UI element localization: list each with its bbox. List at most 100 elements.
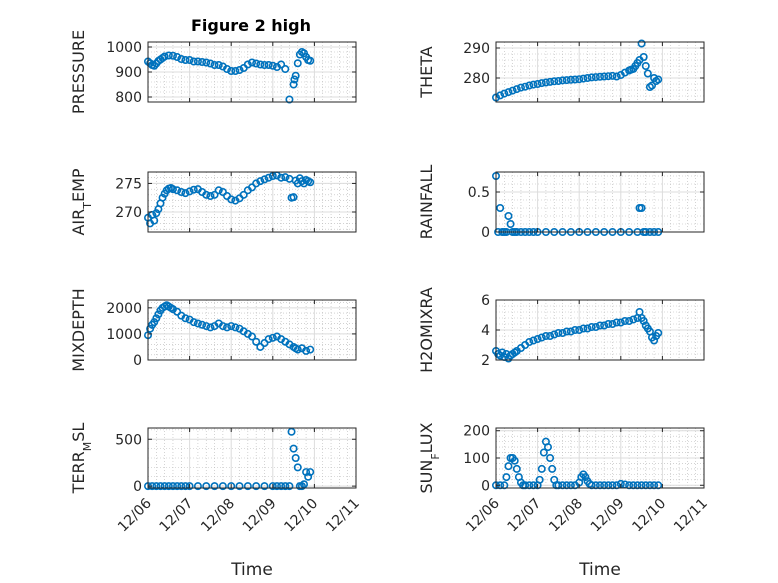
y-tick-label: 275 bbox=[115, 176, 142, 192]
data-point bbox=[264, 60, 273, 69]
data-point bbox=[504, 88, 513, 97]
data-point bbox=[508, 86, 517, 95]
y-axis-label-part: AIR bbox=[69, 209, 88, 236]
data-point bbox=[214, 186, 223, 195]
x-tick-label: 12/07 bbox=[505, 496, 545, 536]
data-point bbox=[306, 468, 315, 477]
y-axis-label-subscript: F bbox=[429, 453, 442, 459]
data-point bbox=[202, 58, 211, 67]
data-point bbox=[620, 316, 629, 325]
data-point bbox=[173, 482, 182, 491]
data-point bbox=[227, 195, 236, 204]
data-point bbox=[554, 328, 563, 337]
data-point bbox=[289, 193, 298, 202]
axes-box bbox=[495, 171, 705, 233]
data-point bbox=[202, 482, 211, 491]
data-point bbox=[629, 315, 638, 324]
y-axis-label: THETA bbox=[417, 46, 436, 98]
x-axis-label: Time bbox=[230, 560, 273, 580]
data-point bbox=[260, 482, 269, 491]
y-tick-label: 100 bbox=[463, 451, 490, 467]
data-point bbox=[146, 324, 155, 333]
data-point bbox=[571, 75, 580, 84]
data-point bbox=[227, 482, 236, 491]
data-point bbox=[595, 321, 604, 330]
data-point bbox=[575, 75, 584, 84]
data-point bbox=[543, 443, 552, 452]
data-point bbox=[164, 482, 173, 491]
data-point bbox=[306, 178, 315, 187]
data-point bbox=[306, 345, 315, 354]
data-point bbox=[647, 81, 656, 90]
data-point bbox=[291, 453, 300, 462]
data-point bbox=[512, 85, 521, 94]
data-point bbox=[231, 67, 240, 76]
data-point bbox=[260, 175, 269, 184]
data-point bbox=[256, 60, 265, 69]
data-point bbox=[558, 328, 567, 337]
y-tick-label: 1000 bbox=[106, 327, 142, 343]
x-axis-label: Time bbox=[578, 560, 621, 580]
data-point bbox=[533, 334, 542, 343]
data-point bbox=[239, 190, 248, 199]
data-point bbox=[506, 220, 515, 229]
data-point bbox=[587, 73, 596, 82]
x-tick-label: 12/11 bbox=[671, 496, 711, 536]
data-point bbox=[248, 58, 257, 67]
data-point bbox=[306, 56, 315, 65]
data-point bbox=[264, 335, 273, 344]
axes-box bbox=[147, 299, 357, 361]
data-point bbox=[193, 319, 202, 328]
data-point bbox=[562, 76, 571, 85]
data-point bbox=[498, 348, 507, 357]
y-tick-label: 800 bbox=[115, 90, 142, 106]
data-point bbox=[210, 190, 219, 199]
data-point bbox=[546, 77, 555, 86]
data-point bbox=[620, 68, 629, 77]
data-point bbox=[152, 482, 161, 491]
data-point bbox=[152, 209, 161, 218]
data-point bbox=[264, 173, 273, 182]
subplot-1: 800 900 1000 PRESSURE bbox=[69, 30, 357, 114]
data-point bbox=[525, 337, 534, 346]
data-point bbox=[256, 177, 265, 186]
data-point bbox=[223, 65, 232, 74]
data-point bbox=[277, 173, 286, 182]
data-point bbox=[193, 57, 202, 66]
data-point bbox=[227, 67, 236, 76]
data-point bbox=[287, 427, 296, 436]
y-tick-label: 6 bbox=[481, 293, 490, 309]
y-tick-label: 280 bbox=[463, 71, 490, 87]
data-point bbox=[637, 39, 646, 48]
y-axis-label-part: LUX bbox=[417, 422, 436, 453]
axes-box bbox=[495, 41, 705, 103]
data-point bbox=[625, 316, 634, 325]
data-point bbox=[193, 482, 202, 491]
data-point bbox=[189, 318, 198, 327]
data-point bbox=[168, 185, 177, 194]
data-point bbox=[595, 72, 604, 81]
data-point bbox=[285, 95, 294, 104]
data-point bbox=[566, 327, 575, 336]
data-point bbox=[160, 52, 169, 61]
data-point bbox=[297, 482, 306, 491]
x-tick-label: 12/09 bbox=[240, 496, 280, 536]
x-tick-label: 12/10 bbox=[629, 496, 669, 536]
data-point bbox=[639, 316, 648, 325]
y-axis-label-subscript: M bbox=[81, 442, 94, 452]
data-point bbox=[235, 66, 244, 75]
data-point bbox=[189, 57, 198, 66]
data-point bbox=[510, 456, 519, 465]
data-point bbox=[539, 448, 548, 457]
y-axis-label-part: TERR bbox=[69, 451, 88, 494]
y-axis-label: RAINFALL bbox=[417, 165, 436, 240]
data-point bbox=[231, 323, 240, 332]
data-point bbox=[177, 54, 186, 63]
data-point bbox=[504, 462, 513, 471]
data-point bbox=[290, 75, 299, 84]
data-point bbox=[168, 51, 177, 60]
data-point bbox=[591, 73, 600, 82]
subplot-2: 280 290 THETA bbox=[417, 39, 705, 103]
data-point bbox=[223, 323, 232, 332]
data-point bbox=[218, 322, 227, 331]
